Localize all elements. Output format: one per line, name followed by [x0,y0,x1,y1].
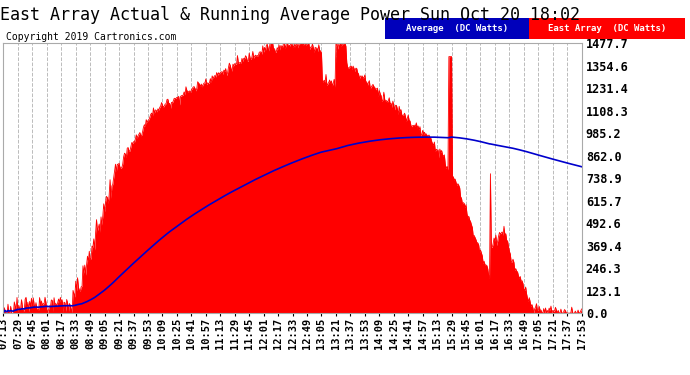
Bar [385,18,529,39]
Text: East Array Actual & Running Average Power Sun Oct 20 18:02: East Array Actual & Running Average Powe… [0,6,580,24]
Text: Average  (DC Watts): Average (DC Watts) [406,24,508,33]
Text: East Array  (DC Watts): East Array (DC Watts) [548,24,667,33]
Bar [529,18,685,39]
Text: Copyright 2019 Cartronics.com: Copyright 2019 Cartronics.com [6,32,176,42]
